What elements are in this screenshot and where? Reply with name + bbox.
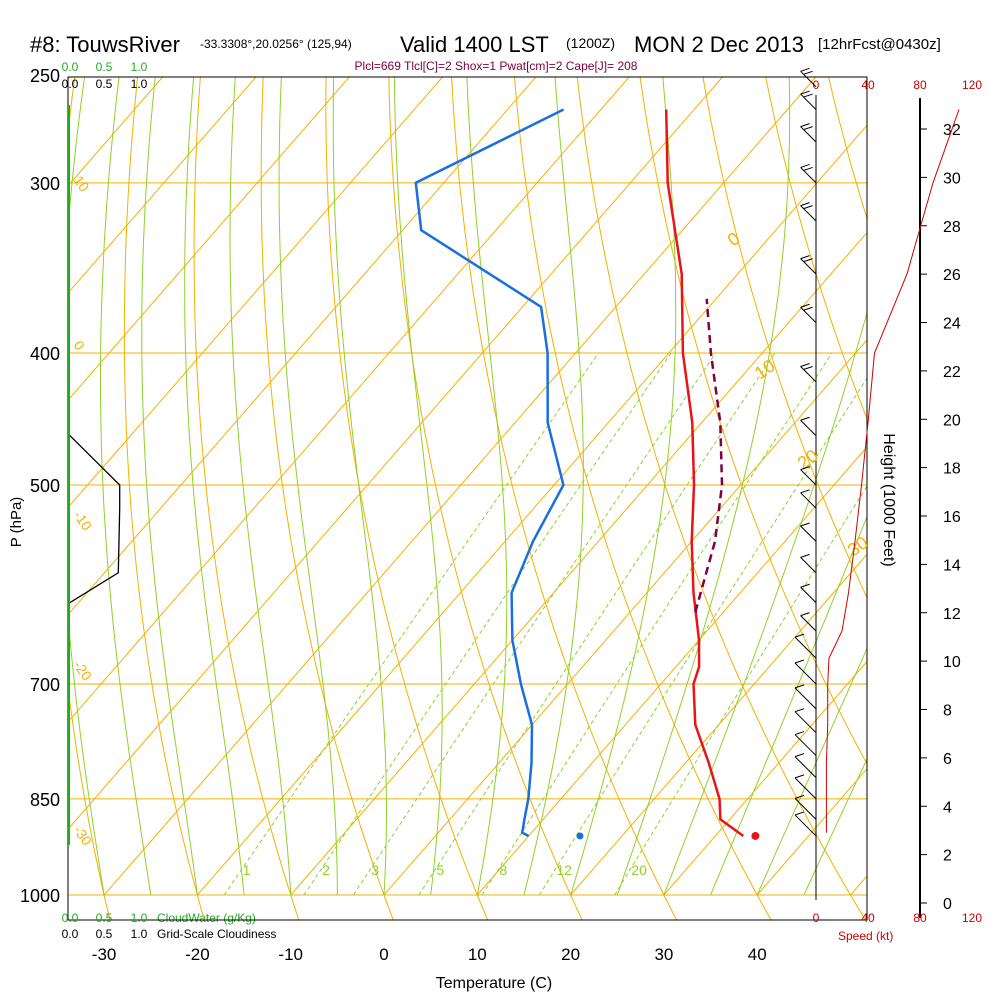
pressure-tick-label: 300 — [30, 174, 60, 194]
cloudiness-scale-bottom: 1.0 — [131, 927, 148, 941]
title-valid: Valid 1400 LST — [400, 32, 549, 57]
height-tick-label: 10 — [943, 654, 961, 671]
mixing-ratio-label: 12 — [556, 862, 572, 878]
cloudwater-scale-top: 1.0 — [131, 60, 148, 74]
cloudwater-scale-bottom: 1.0 — [131, 911, 148, 925]
height-tick-label: 8 — [943, 703, 952, 720]
speed-axis-title: Speed (kt) — [838, 929, 893, 943]
speed-tick-top: 80 — [913, 78, 927, 92]
cloudiness-scale-top: 1.0 — [131, 77, 148, 91]
mixing-ratio-label: 20 — [631, 862, 647, 878]
pressure-tick-label: 700 — [30, 675, 60, 695]
x-tick-label: -20 — [185, 945, 210, 964]
surface-temperature-dot — [751, 832, 759, 840]
cloudiness-scale-top: 0.5 — [96, 77, 113, 91]
cloudwater-scale-bottom: 0.5 — [96, 911, 113, 925]
pressure-tick-label: 250 — [30, 66, 60, 86]
title-date: MON 2 Dec 2013 — [634, 32, 804, 57]
height-tick-label: 4 — [943, 799, 952, 816]
speed-tick-bottom: 40 — [861, 911, 875, 925]
cloudiness-scale-top: 0.0 — [62, 77, 79, 91]
cloudwater-title: CloudWater (g/Kg) — [157, 911, 256, 925]
cloudwater-scale-top: 0.0 — [62, 60, 79, 74]
height-tick-label: 30 — [943, 170, 961, 187]
mixing-ratio-label: 1 — [243, 862, 251, 878]
cloudwater-scale-bottom: 0.0 — [62, 911, 79, 925]
surface-dewpoint-dot — [576, 832, 583, 839]
height-tick-label: 18 — [943, 461, 961, 478]
pressure-tick-label: 1000 — [20, 886, 60, 906]
x-tick-label: 10 — [468, 945, 487, 964]
title-coords: -33.3308°,20.0256° (125,94) — [200, 37, 352, 51]
height-tick-label: 22 — [943, 364, 961, 381]
pressure-tick-label: 400 — [30, 344, 60, 364]
x-axis-title: Temperature (C) — [436, 975, 552, 992]
x-tick-label: 0 — [379, 945, 388, 964]
height-tick-label: 20 — [943, 412, 961, 429]
x-tick-label: -10 — [278, 945, 303, 964]
height-tick-label: 24 — [943, 316, 961, 333]
x-tick-label: 20 — [561, 945, 580, 964]
cloudiness-scale-bottom: 0.5 — [96, 927, 113, 941]
speed-tick-top: 40 — [861, 78, 875, 92]
speed-tick-top: 120 — [962, 78, 982, 92]
pressure-tick-label: 500 — [30, 476, 60, 496]
cloudwater-scale-top: 0.5 — [96, 60, 113, 74]
cloudiness-scale-bottom: 0.0 — [62, 927, 79, 941]
mixing-ratio-label: 8 — [499, 862, 507, 878]
title-station: #8: TouwsRiver — [30, 32, 180, 57]
y-axis-title: P (hPa) — [8, 497, 25, 548]
height-tick-label: 26 — [943, 267, 961, 284]
height-axis-title: Height (1000 Feet) — [880, 433, 897, 566]
height-tick-label: 2 — [943, 848, 952, 865]
cloudiness-title: Grid-Scale Cloudiness — [157, 927, 276, 941]
mixing-ratio-label: 2 — [322, 862, 330, 878]
speed-tick-bottom: 120 — [962, 911, 982, 925]
height-tick-label: 16 — [943, 509, 961, 526]
title-utc: (1200Z) — [566, 35, 615, 51]
height-tick-label: 0 — [943, 896, 952, 913]
x-tick-label: -30 — [92, 945, 117, 964]
title-forecast: [12hrFcst@0430z] — [818, 36, 941, 53]
x-tick-label: 40 — [748, 945, 767, 964]
speed-tick-bottom: 0 — [813, 911, 820, 925]
mixing-ratio-label: 5 — [436, 862, 444, 878]
params-line: Plcl=669 Tlcl[C]=2 Shox=1 Pwat[cm]=2 Cap… — [355, 59, 638, 73]
height-tick-label: 6 — [943, 751, 952, 768]
mixing-ratio-label: 3 — [371, 862, 379, 878]
height-tick-label: 28 — [943, 219, 961, 236]
height-tick-label: 14 — [943, 557, 961, 574]
pressure-tick-label: 850 — [30, 790, 60, 810]
speed-tick-bottom: 80 — [913, 911, 927, 925]
height-tick-label: 12 — [943, 606, 961, 623]
x-tick-label: 30 — [654, 945, 673, 964]
